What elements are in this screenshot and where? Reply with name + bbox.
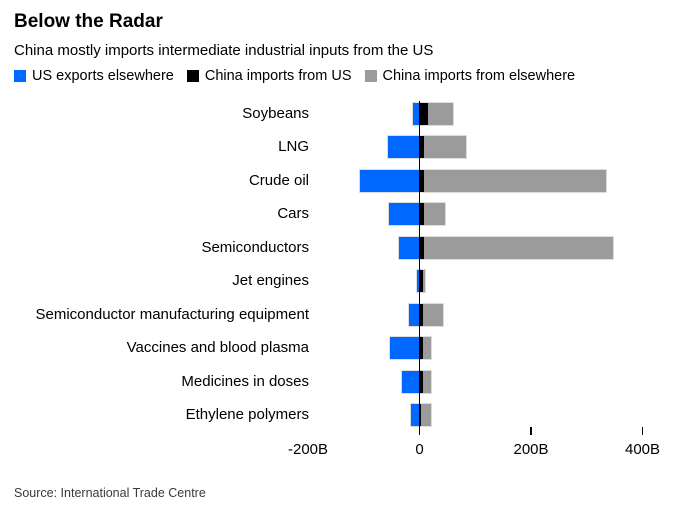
zero-axis-line [418, 101, 421, 435]
bar-segment-china-imports-from-us [419, 169, 424, 192]
legend-swatch-gray-icon [364, 70, 377, 82]
bar-row-semiconductor-manufacturing-equipment [408, 303, 443, 326]
legend-label: China imports from elsewhere [382, 68, 576, 84]
category-label: Cars [277, 205, 309, 223]
bar-segment-china-imports-from-us [419, 103, 428, 125]
bar-segment-china-imports-from-us [419, 337, 423, 360]
source-note: Source: International Trade Centre [14, 486, 206, 500]
bar-chart: Soybeans LNG Crude oil Cars Semiconductors Je… [0, 96, 678, 466]
category-label: Soybeans [242, 105, 309, 122]
legend-swatch-black-icon [186, 70, 199, 82]
chart-title: Below the Radar [14, 11, 163, 32]
bar-segment-china-imports-from-elsewhere [423, 169, 607, 192]
axis-tick-label: 200B [513, 441, 549, 458]
category-label: Vaccines and blood plasma [126, 339, 309, 357]
bar-segment-us-exports-elsewhere [389, 337, 420, 360]
axis-tick-label: 0 [415, 441, 424, 458]
bar-segment-china-imports-from-us [419, 370, 423, 393]
bar-segment-china-imports-from-elsewhere [422, 270, 426, 293]
axis-tick-label: 400B [624, 441, 661, 458]
legend-label: China imports from US [204, 68, 352, 84]
bar-segment-us-exports-elsewhere [411, 404, 420, 427]
bar-segment-china-imports-from-elsewhere [422, 303, 443, 326]
bar-row-jet-engines [416, 270, 426, 293]
bar-segment-china-imports-from-us [419, 203, 424, 226]
legend: US exports elsewhere China imports from … [14, 68, 575, 84]
axis-tick-label: -200B [287, 441, 329, 458]
bar-segment-china-imports-from-elsewhere [423, 136, 467, 159]
axis-tick-mark [530, 427, 532, 435]
legend-swatch-blue-icon [14, 70, 26, 82]
category-label: Ethylene polymers [185, 406, 309, 424]
bar-row-ethylene-polymers [411, 404, 432, 427]
bar-segment-us-exports-elsewhere [408, 303, 420, 326]
legend-item-china-imports-us: China imports from US [186, 68, 352, 84]
bar-segment-china-imports-from-elsewhere [421, 404, 432, 427]
bar-segment-us-exports-elsewhere [416, 270, 420, 293]
bar-segment-china-imports-from-us [419, 236, 424, 259]
bar-segment-us-exports-elsewhere [388, 136, 420, 159]
bar-row-vaccines-and-blood-plasma [389, 337, 431, 360]
category-label: LNG [278, 138, 309, 156]
bar-row-crude-oil [359, 169, 607, 192]
bar-segment-china-imports-from-us [419, 303, 423, 326]
category-label: Semiconductors [201, 238, 309, 256]
bar-segment-china-imports-from-us [419, 270, 423, 293]
bar-segment-china-imports-from-us [419, 404, 422, 427]
bar-segment-us-exports-elsewhere [412, 103, 420, 125]
bar-row-semiconductors [399, 236, 614, 259]
axis-tick-mark [641, 427, 644, 435]
bar-segment-us-exports-elsewhere [359, 169, 420, 192]
bar-segment-us-exports-elsewhere [389, 203, 420, 226]
bar-segment-us-exports-elsewhere [401, 370, 420, 393]
chart-subtitle: China mostly imports intermediate indust… [14, 42, 434, 59]
bar-row-lng [388, 136, 467, 159]
bar-segment-china-imports-from-elsewhere [423, 236, 614, 259]
bar-segment-china-imports-from-elsewhere [422, 337, 431, 360]
bar-row-cars [389, 203, 446, 226]
bar-segment-china-imports-from-us [419, 136, 424, 159]
bar-row-medicines-in-doses [401, 370, 431, 393]
bar-segment-china-imports-from-elsewhere [423, 203, 446, 226]
bar-segment-china-imports-from-elsewhere [427, 103, 453, 125]
category-label: Medicines in doses [181, 372, 309, 390]
category-label: Jet engines [232, 272, 309, 290]
category-label: Crude oil [248, 171, 309, 189]
legend-label: US exports elsewhere [32, 68, 174, 84]
bar-segment-us-exports-elsewhere [399, 236, 420, 259]
bar-segment-china-imports-from-elsewhere [422, 370, 431, 393]
bar-row-soybeans [412, 103, 453, 125]
legend-item-us-exports: US exports elsewhere [14, 68, 174, 84]
legend-item-china-imports-elsewhere: China imports from elsewhere [364, 68, 576, 84]
category-label: Semiconductor manufacturing equipment [35, 305, 310, 323]
